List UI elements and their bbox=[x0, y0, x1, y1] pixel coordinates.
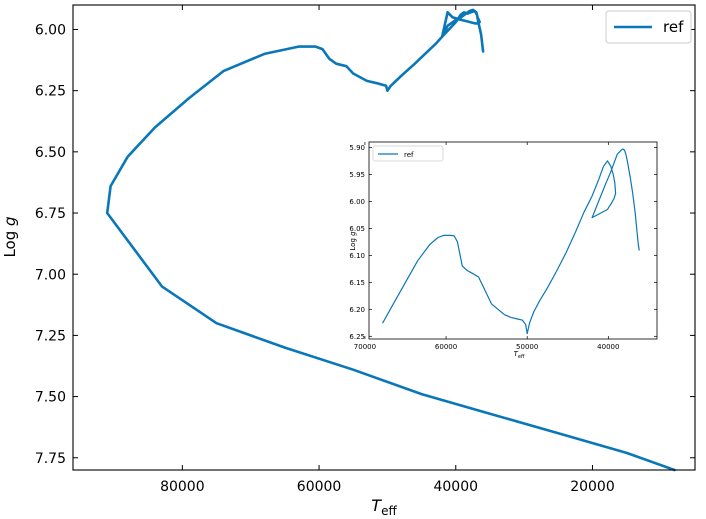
inset-y-axis-label: Log g bbox=[349, 231, 357, 251]
main-x-tick-label: 20000 bbox=[570, 479, 615, 495]
inset-y-ticks: 5.90 5.95 6.00 6.05 6.10 6.15 6.20 6.25 bbox=[349, 144, 657, 341]
inset-legend: ref bbox=[372, 145, 444, 162]
main-x-tick-label: 80000 bbox=[160, 479, 205, 495]
inset-legend-box bbox=[372, 145, 444, 162]
inset-y-tick-label: 6.05 bbox=[349, 225, 365, 233]
main-y-ticks: 6.00 6.25 6.50 6.75 7.00 7.25 7.50 7.75 bbox=[35, 23, 695, 467]
main-y-tick-label: 7.25 bbox=[35, 328, 66, 344]
main-y-tick-label: 6.00 bbox=[35, 23, 66, 39]
inset-x-axis-label-main: T bbox=[514, 350, 519, 358]
main-x-axis-label-sub: eff bbox=[381, 504, 397, 518]
inset-chart: 70000 60000 50000 40000 5.90 5.95 6.00 6.05 6.1… bbox=[349, 141, 658, 360]
main-y-tick-label: 7.00 bbox=[35, 267, 66, 283]
inset-x-tick-label: 60000 bbox=[435, 343, 457, 351]
inset-plot-frame bbox=[368, 141, 658, 340]
main-y-axis-label-main: Log bbox=[1, 231, 19, 258]
inset-y-tick-label: 5.90 bbox=[349, 144, 365, 152]
inset-series-line-0 bbox=[382, 148, 640, 335]
main-x-axis-label-main: T bbox=[371, 496, 382, 515]
inset-y-tick-label: 6.25 bbox=[349, 333, 365, 341]
main-y-axis-label: Log g bbox=[1, 216, 19, 257]
main-series-group bbox=[105, 8, 676, 472]
inset-x-ticks: 70000 60000 50000 40000 bbox=[354, 142, 619, 351]
main-plot-frame bbox=[72, 4, 696, 471]
inset-y-tick-label: 6.00 bbox=[349, 198, 365, 206]
main-x-axis-label: Teff bbox=[371, 496, 397, 518]
main-x-tick-label: 60000 bbox=[297, 479, 342, 495]
main-chart: 80000 60000 40000 20000 6.00 6.25 6.50 6.75 7.0… bbox=[1, 4, 696, 518]
main-y-tick-label: 7.50 bbox=[35, 390, 66, 406]
inset-legend-label: ref bbox=[404, 151, 414, 159]
inset-y-tick-label: 6.15 bbox=[349, 279, 365, 287]
inset-y-tick-label: 6.10 bbox=[349, 252, 365, 260]
main-y-tick-label: 6.25 bbox=[35, 84, 66, 100]
main-y-tick-label: 6.50 bbox=[35, 145, 66, 161]
inset-series-group bbox=[382, 148, 640, 335]
main-legend: ref bbox=[605, 10, 692, 44]
main-x-tick-label: 40000 bbox=[433, 479, 478, 495]
inset-y-tick-label: 6.20 bbox=[349, 306, 365, 314]
main-x-ticks: 80000 60000 40000 20000 bbox=[160, 5, 615, 495]
main-series-line-0 bbox=[105, 8, 676, 472]
main-y-axis-label-var: g bbox=[1, 216, 19, 226]
inset-x-tick-label: 50000 bbox=[516, 343, 538, 351]
inset-y-tick-label: 5.95 bbox=[349, 171, 365, 179]
inset-background bbox=[369, 142, 657, 339]
main-y-tick-label: 6.75 bbox=[35, 206, 66, 222]
inset-x-tick-label: 40000 bbox=[597, 343, 619, 351]
inset-x-axis-label: Teff bbox=[514, 350, 525, 360]
inset-y-axis-label-var: g bbox=[349, 231, 357, 236]
inset-x-tick-label: 70000 bbox=[354, 343, 376, 351]
inset-x-axis-label-sub: eff bbox=[518, 354, 525, 360]
main-y-tick-label: 7.75 bbox=[35, 451, 66, 467]
main-legend-label: ref bbox=[663, 18, 684, 36]
inset-y-axis-label-main: Log bbox=[349, 238, 357, 251]
